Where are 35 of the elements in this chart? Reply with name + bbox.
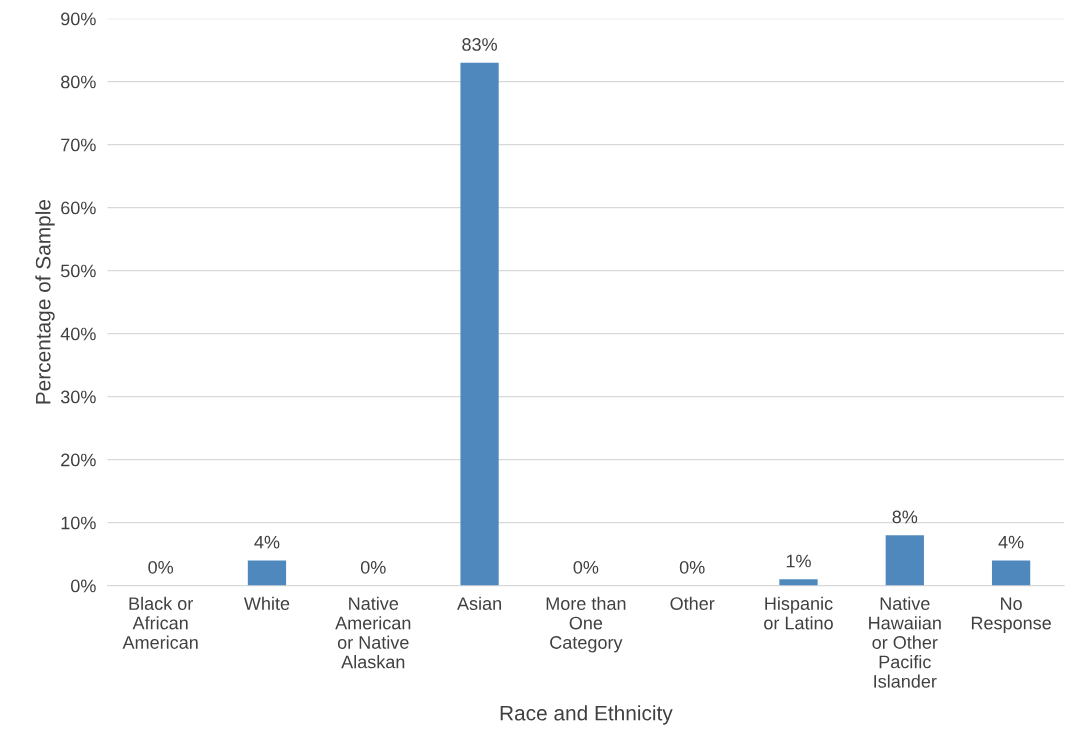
x-tick-label: White [243, 596, 290, 610]
x-tick-label: Hispanic or Latino [764, 596, 833, 630]
data-label: 83% [462, 38, 497, 51]
data-label: 8% [892, 510, 918, 524]
x-tick-label: Other [670, 596, 715, 610]
bar [460, 62, 499, 586]
x-tick-label: Asian [457, 596, 501, 610]
data-label: 0% [148, 560, 174, 574]
y-tick-label: 40% [60, 327, 96, 341]
data-label: 4% [254, 535, 280, 549]
bar [779, 579, 818, 586]
y-axis-title: Percentage of Sample [35, 199, 55, 404]
y-tick-label: 60% [61, 201, 96, 215]
y-tick-label: 90% [61, 12, 96, 26]
x-axis-title: Race and Ethnicity [500, 705, 673, 725]
y-tick-label: 80% [61, 75, 96, 89]
x-tick-label: No Response [971, 597, 1051, 633]
y-tick-label: 70% [61, 138, 96, 152]
data-label: 0% [360, 560, 386, 574]
data-label: 0% [573, 560, 599, 574]
data-label: 4% [998, 535, 1024, 549]
y-tick-label: 30% [60, 390, 96, 404]
x-tick-label: More than One Category [546, 596, 626, 653]
y-tick-label: 20% [61, 453, 96, 467]
x-tick-label: Native Hawaiian or Other Pacific Islander [869, 596, 941, 688]
x-tick-label: Native American or Native Alaskan [335, 596, 411, 669]
bar [885, 535, 924, 586]
x-tick-label: Black or African American [122, 596, 198, 649]
bar [247, 560, 287, 586]
y-tick-label: 10% [61, 516, 96, 530]
y-tick-label: 0% [71, 579, 96, 593]
data-label: 0% [679, 560, 705, 574]
y-tick-label: 50% [60, 264, 96, 278]
data-label: 1% [786, 554, 811, 568]
bar [991, 560, 1031, 586]
